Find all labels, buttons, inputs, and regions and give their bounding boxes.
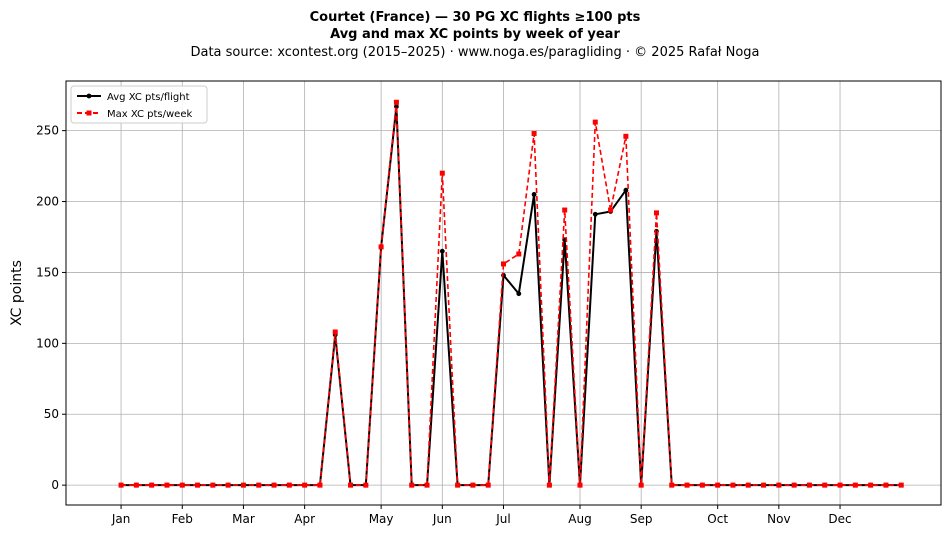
x-tick-label: Jan bbox=[111, 512, 131, 526]
point-max bbox=[883, 482, 889, 488]
chart-source: Data source: xcontest.org (2015–2025) · … bbox=[190, 45, 759, 60]
point-max bbox=[852, 482, 858, 488]
point-avg bbox=[623, 187, 629, 193]
legend-label-avg: Avg XC pts/flight bbox=[107, 92, 190, 103]
point-max bbox=[195, 482, 201, 488]
point-max bbox=[179, 482, 185, 488]
point-max bbox=[730, 482, 736, 488]
point-max bbox=[470, 482, 476, 488]
point-avg bbox=[439, 248, 445, 254]
point-max bbox=[332, 329, 338, 335]
y-tick-label: 250 bbox=[36, 124, 59, 138]
point-max bbox=[363, 482, 369, 488]
point-max bbox=[271, 482, 277, 488]
series-line-max bbox=[121, 101, 902, 486]
point-max bbox=[791, 482, 797, 488]
y-tick-label: 100 bbox=[36, 336, 59, 350]
point-max bbox=[776, 482, 782, 488]
point-max bbox=[149, 482, 155, 488]
series-line-avg bbox=[121, 105, 902, 487]
point-max bbox=[164, 482, 170, 488]
point-max bbox=[623, 133, 629, 139]
x-tick-label: Nov bbox=[767, 512, 790, 526]
point-max bbox=[898, 482, 904, 488]
x-tick-label: Dec bbox=[828, 512, 851, 526]
y-axis-label: XC points bbox=[9, 260, 25, 326]
point-avg bbox=[592, 211, 598, 217]
x-tick-label: Sep bbox=[630, 512, 653, 526]
point-max bbox=[455, 482, 461, 488]
legend-marker-avg bbox=[86, 93, 92, 99]
point-max bbox=[837, 482, 843, 488]
point-max bbox=[256, 482, 262, 488]
point-max bbox=[424, 482, 430, 488]
y-tick-label: 200 bbox=[36, 195, 59, 209]
point-max bbox=[240, 482, 246, 488]
point-max bbox=[868, 482, 874, 488]
y-tick-label: 0 bbox=[51, 478, 59, 492]
point-max bbox=[638, 482, 644, 488]
y-axis: 0 50 100 150 200 250 bbox=[36, 124, 66, 492]
x-tick-label: Jul bbox=[495, 512, 510, 526]
point-max bbox=[378, 244, 384, 250]
point-avg bbox=[516, 291, 522, 297]
grid bbox=[66, 81, 941, 505]
point-max bbox=[393, 99, 399, 105]
point-max bbox=[715, 482, 721, 488]
point-max bbox=[592, 119, 598, 125]
point-max bbox=[501, 261, 506, 267]
legend-frame bbox=[70, 85, 208, 124]
x-axis: Jan Feb Mar Apr May Jun Jul Aug Sep Oct Nov Dec bbox=[111, 505, 852, 526]
legend: Avg XC pts/flight Max XC pts/week bbox=[70, 85, 208, 124]
point-max bbox=[225, 482, 231, 488]
point-max bbox=[684, 482, 690, 488]
point-max bbox=[531, 130, 537, 136]
legend-label-max: Max XC pts/week bbox=[107, 109, 192, 120]
legend-marker-max bbox=[86, 110, 92, 116]
point-max bbox=[409, 482, 415, 488]
series-layer bbox=[118, 99, 904, 488]
point-max bbox=[608, 207, 614, 213]
y-tick-label: 50 bbox=[44, 407, 59, 421]
x-tick-label: Mar bbox=[232, 512, 255, 526]
point-max bbox=[133, 482, 139, 488]
point-max bbox=[516, 251, 522, 257]
point-avg bbox=[531, 192, 537, 197]
point-max bbox=[577, 482, 583, 488]
point-max bbox=[806, 482, 812, 488]
x-tick-label: Apr bbox=[294, 512, 315, 526]
x-tick-label: Jun bbox=[432, 512, 452, 526]
point-max bbox=[562, 207, 568, 213]
point-max bbox=[745, 482, 751, 488]
point-max bbox=[653, 210, 659, 216]
x-tick-label: Aug bbox=[568, 512, 591, 526]
point-max bbox=[348, 482, 354, 488]
point-max bbox=[761, 482, 767, 488]
x-tick-label: Oct bbox=[707, 512, 728, 526]
point-max bbox=[546, 482, 552, 488]
point-max bbox=[317, 482, 323, 488]
point-max bbox=[118, 482, 124, 488]
point-max bbox=[485, 482, 491, 488]
point-max bbox=[669, 482, 675, 488]
point-max bbox=[286, 482, 292, 488]
chart-subtitle: Avg and max XC points by week of year bbox=[330, 27, 620, 42]
point-max bbox=[699, 482, 705, 488]
point-max bbox=[210, 482, 216, 488]
x-tick-label: Feb bbox=[172, 512, 193, 526]
point-max bbox=[439, 170, 445, 176]
y-tick-label: 150 bbox=[36, 265, 59, 279]
chart-title: Courtet (France) — 30 PG XC flights ≥100… bbox=[310, 10, 641, 25]
point-max bbox=[302, 482, 308, 488]
x-tick-label: May bbox=[369, 512, 394, 526]
point-max bbox=[822, 482, 828, 488]
